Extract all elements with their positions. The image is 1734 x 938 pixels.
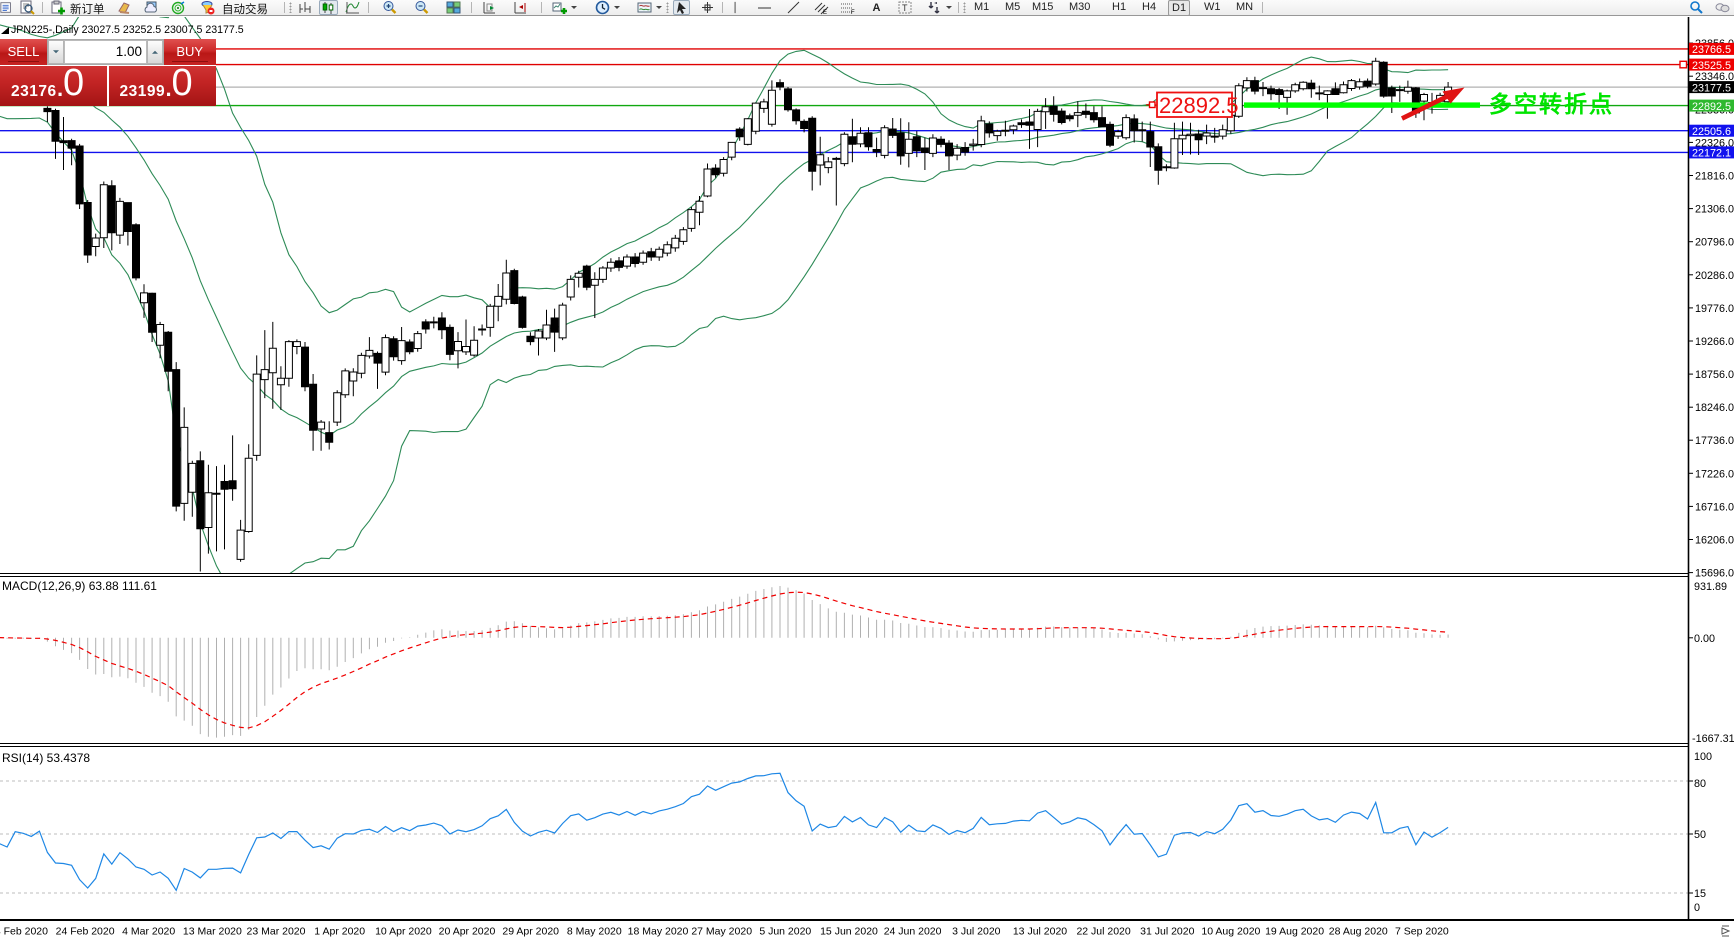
svg-text:17226.0: 17226.0 bbox=[1695, 468, 1734, 480]
svg-text:T: T bbox=[902, 3, 908, 13]
svg-text:23766.5: 23766.5 bbox=[1692, 44, 1731, 56]
svg-text:22892.5: 22892.5 bbox=[1159, 93, 1239, 118]
svg-text:JPN225-,Daily 23027.5 23252.5: JPN225-,Daily 23027.5 23252.5 23007.5 23… bbox=[11, 24, 244, 36]
svg-text:15696.0: 15696.0 bbox=[1695, 568, 1734, 580]
svg-text:4 Feb 2020: 4 Feb 2020 bbox=[0, 926, 48, 938]
svg-text:29 Apr 2020: 29 Apr 2020 bbox=[502, 926, 559, 938]
svg-text:28 Aug 2020: 28 Aug 2020 bbox=[1329, 926, 1388, 938]
svg-text:10 Aug 2020: 10 Aug 2020 bbox=[1201, 926, 1260, 938]
svg-text:1 Apr 2020: 1 Apr 2020 bbox=[314, 926, 365, 938]
svg-text:24 Feb 2020: 24 Feb 2020 bbox=[56, 926, 115, 938]
svg-text:8 May 2020: 8 May 2020 bbox=[567, 926, 622, 938]
svg-text:13 Mar 2020: 13 Mar 2020 bbox=[183, 926, 242, 938]
svg-text:3 Jul 2020: 3 Jul 2020 bbox=[952, 926, 1001, 938]
svg-text:20 Apr 2020: 20 Apr 2020 bbox=[439, 926, 496, 938]
svg-text:5 Jun 2020: 5 Jun 2020 bbox=[759, 926, 811, 938]
svg-text:23525.5: 23525.5 bbox=[1692, 60, 1731, 72]
svg-text:20796.0: 20796.0 bbox=[1695, 237, 1734, 249]
svg-text:18756.0: 18756.0 bbox=[1695, 369, 1734, 381]
svg-text:10 Apr 2020: 10 Apr 2020 bbox=[375, 926, 432, 938]
svg-text:80: 80 bbox=[1694, 778, 1706, 790]
svg-text:22 Jul 2020: 22 Jul 2020 bbox=[1076, 926, 1130, 938]
svg-text:-1667.31: -1667.31 bbox=[1692, 733, 1734, 745]
svg-text:22892.5: 22892.5 bbox=[1692, 101, 1731, 113]
svg-text:22172.1: 22172.1 bbox=[1692, 148, 1731, 160]
svg-text:21306.0: 21306.0 bbox=[1695, 204, 1734, 216]
svg-text:19266.0: 19266.0 bbox=[1695, 336, 1734, 348]
svg-text:20286.0: 20286.0 bbox=[1695, 270, 1734, 282]
svg-text:0.00: 0.00 bbox=[1694, 633, 1715, 645]
svg-text:27 May 2020: 27 May 2020 bbox=[691, 926, 752, 938]
svg-text:16206.0: 16206.0 bbox=[1695, 535, 1734, 547]
svg-text:21816.0: 21816.0 bbox=[1695, 171, 1734, 183]
svg-text:50: 50 bbox=[1694, 829, 1706, 841]
svg-text:0: 0 bbox=[1694, 902, 1700, 914]
svg-text:22505.6: 22505.6 bbox=[1692, 126, 1731, 138]
svg-text:23346.0: 23346.0 bbox=[1695, 71, 1734, 83]
svg-text:23177.5: 23177.5 bbox=[1692, 82, 1731, 94]
svg-text:19776.0: 19776.0 bbox=[1695, 303, 1734, 315]
svg-text:18246.0: 18246.0 bbox=[1695, 402, 1734, 414]
svg-text:17736.0: 17736.0 bbox=[1695, 435, 1734, 447]
svg-text:15 Jun 2020: 15 Jun 2020 bbox=[820, 926, 878, 938]
svg-text:7 Sep 2020: 7 Sep 2020 bbox=[1395, 926, 1449, 938]
svg-text:MACD(12,26,9) 63.88 111.61: MACD(12,26,9) 63.88 111.61 bbox=[2, 579, 157, 593]
svg-text:16716.0: 16716.0 bbox=[1695, 501, 1734, 513]
svg-text:15: 15 bbox=[1694, 888, 1706, 900]
svg-text:4 Mar 2020: 4 Mar 2020 bbox=[122, 926, 175, 938]
svg-text:RSI(14) 53.4378: RSI(14) 53.4378 bbox=[2, 751, 90, 765]
svg-text:18 May 2020: 18 May 2020 bbox=[628, 926, 689, 938]
svg-text:E: E bbox=[823, 10, 827, 15]
svg-text:19 Aug 2020: 19 Aug 2020 bbox=[1265, 926, 1324, 938]
svg-text:24 Jun 2020: 24 Jun 2020 bbox=[884, 926, 942, 938]
svg-text:13 Jul 2020: 13 Jul 2020 bbox=[1013, 926, 1067, 938]
svg-text:931.89: 931.89 bbox=[1694, 581, 1727, 593]
svg-text:23 Mar 2020: 23 Mar 2020 bbox=[247, 926, 306, 938]
svg-text:31 Jul 2020: 31 Jul 2020 bbox=[1140, 926, 1194, 938]
svg-text:F: F bbox=[851, 10, 855, 15]
svg-text:100: 100 bbox=[1694, 751, 1712, 763]
svg-text:多空转折点: 多空转折点 bbox=[1489, 91, 1614, 117]
